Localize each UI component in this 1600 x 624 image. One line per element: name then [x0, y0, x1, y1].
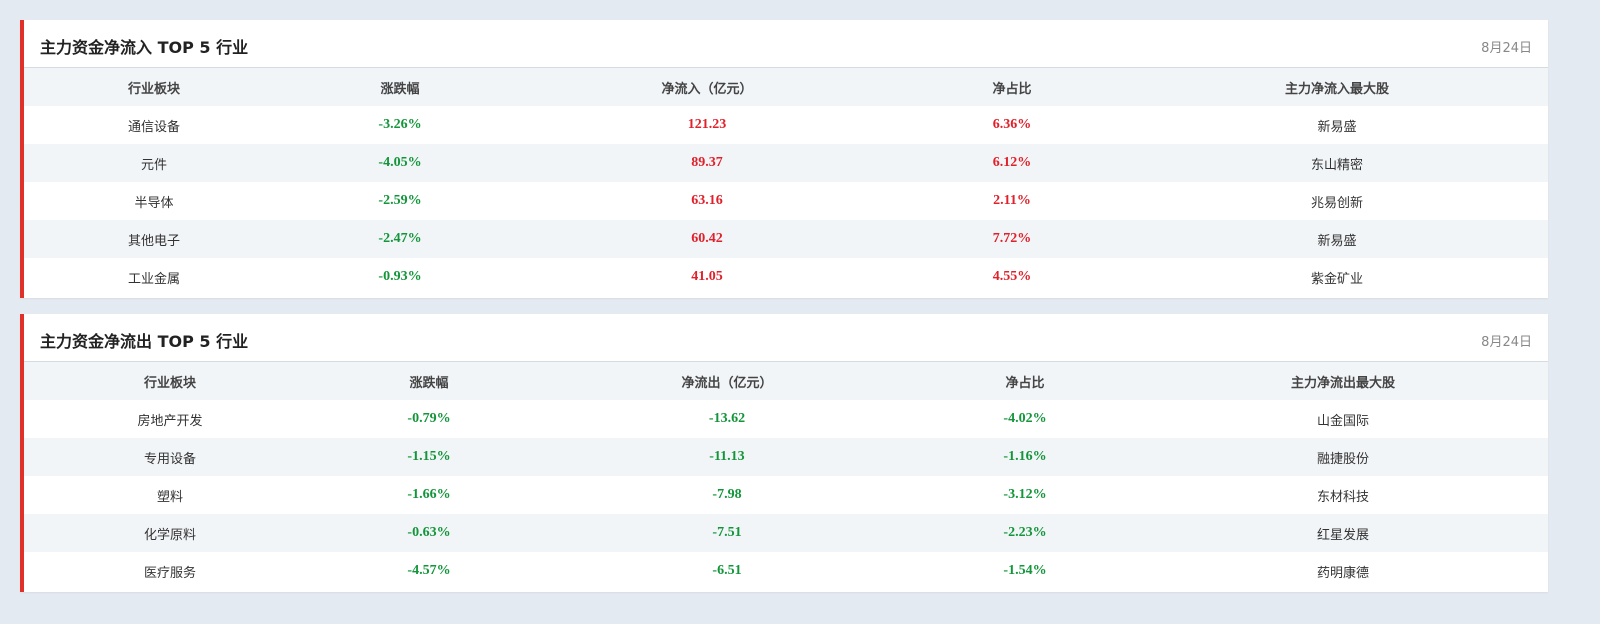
- text-cell: 化学原料: [24, 514, 316, 552]
- numeric-cell: -4.57%: [407, 563, 451, 578]
- numeric-cell: 7.72%: [898, 220, 1126, 258]
- column-header: 主力净流入最大股: [1126, 68, 1548, 106]
- table-body: 通信设备 -3.26% 121.23 6.36% 新易盛 元件 -4.05% 89.37 6.1…: [24, 106, 1548, 296]
- text-cell: 新易盛: [1126, 220, 1548, 258]
- numeric-cell: -2.47%: [284, 220, 516, 258]
- panel: 主力资金净流出 TOP 5 行业 8月24日 行业板块 涨跌幅 净流出（亿元） 净占比 主力…: [20, 314, 1548, 592]
- column-header: 净占比: [898, 68, 1126, 106]
- table-head: 行业板块 涨跌幅 净流出（亿元） 净占比 主力净流出最大股: [24, 362, 1548, 400]
- column-header: 涨跌幅: [284, 68, 516, 106]
- text-cell: 塑料: [156, 489, 183, 505]
- column-header: 行业板块: [24, 362, 316, 400]
- text-cell: 专用设备: [24, 438, 316, 476]
- text-cell: 工业金属: [127, 271, 180, 287]
- numeric-cell: 60.42: [516, 220, 898, 258]
- numeric-cell: -7.98: [712, 487, 742, 502]
- text-cell: 房地产开发: [137, 413, 203, 429]
- numeric-cell: 2.11%: [993, 193, 1031, 208]
- table-row: 化学原料 -0.63% -7.51 -2.23% 红星发展: [24, 514, 1548, 552]
- numeric-cell: -0.63%: [316, 514, 542, 552]
- numeric-cell: 89.37: [516, 144, 898, 182]
- numeric-cell: -13.62: [708, 411, 746, 426]
- numeric-cell: -1.66%: [407, 487, 451, 502]
- numeric-cell: 6.12%: [898, 144, 1126, 182]
- table-head: 行业板块 涨跌幅 净流入（亿元） 净占比 主力净流入最大股: [24, 68, 1548, 106]
- panel-header: 主力资金净流出 TOP 5 行业 8月24日: [24, 314, 1548, 362]
- numeric-cell: -0.79%: [407, 411, 451, 426]
- text-cell: 其他电子: [24, 220, 284, 258]
- table-row: 元件 -4.05% 89.37 6.12% 东山精密: [24, 144, 1548, 182]
- numeric-cell: -1.54%: [1003, 563, 1047, 578]
- data-table: 行业板块 涨跌幅 净流出（亿元） 净占比 主力净流出最大股房地产开发 -0.79% -13.…: [24, 362, 1548, 590]
- text-cell: 兆易创新: [1310, 195, 1363, 211]
- numeric-cell: -7.51: [542, 514, 912, 552]
- column-header: 主力净流出最大股: [1138, 362, 1548, 400]
- table-body: 房地产开发 -0.79% -13.62 -4.02% 山金国际专用设备 -1.15% -11…: [24, 400, 1548, 590]
- table-row: 专用设备 -1.15% -11.13 -1.16% 融捷股份: [24, 438, 1548, 476]
- text-cell: 新易盛: [1317, 119, 1357, 135]
- numeric-cell: 63.16: [691, 193, 723, 208]
- text-cell: 医疗服务: [143, 565, 196, 581]
- numeric-cell: -3.12%: [1003, 487, 1047, 502]
- table-row: 医疗服务 -4.57% -6.51 -1.54% 药明康德: [24, 552, 1548, 590]
- numeric-cell: -4.05%: [284, 144, 516, 182]
- text-cell: 红星发展: [1138, 514, 1548, 552]
- panel-date: 8月24日: [1481, 335, 1532, 350]
- table-row: 塑料 -1.66% -7.98 -3.12% 东材科技: [24, 476, 1548, 514]
- table-row: 房地产开发 -0.79% -13.62 -4.02% 山金国际: [24, 400, 1548, 438]
- column-header: 净流出（亿元）: [542, 362, 912, 400]
- panel-title: 主力资金净流入 TOP 5 行业: [40, 38, 249, 57]
- column-header: 净流入（亿元）: [516, 68, 898, 106]
- panel-header: 主力资金净流入 TOP 5 行业 8月24日: [24, 20, 1548, 68]
- column-header: 涨跌幅: [316, 362, 542, 400]
- numeric-cell: -4.02%: [1003, 411, 1047, 426]
- column-header: 行业板块: [24, 68, 284, 106]
- panel-title: 主力资金净流出 TOP 5 行业: [40, 332, 249, 351]
- table-row: 其他电子 -2.47% 60.42 7.72% 新易盛: [24, 220, 1548, 258]
- numeric-cell: 121.23: [687, 117, 727, 132]
- text-cell: 半导体: [134, 195, 174, 211]
- text-cell: 山金国际: [1316, 413, 1369, 429]
- text-cell: 元件: [24, 144, 284, 182]
- numeric-cell: 6.36%: [992, 117, 1032, 132]
- header-row: 行业板块 涨跌幅 净流出（亿元） 净占比 主力净流出最大股: [24, 362, 1548, 400]
- numeric-cell: -2.59%: [378, 193, 422, 208]
- numeric-cell: 41.05: [691, 269, 723, 284]
- panel-date: 8月24日: [1481, 41, 1532, 56]
- data-table: 行业板块 涨跌幅 净流入（亿元） 净占比 主力净流入最大股通信设备 -3.26% 121.2…: [24, 68, 1548, 296]
- text-cell: 融捷股份: [1138, 438, 1548, 476]
- table-row: 通信设备 -3.26% 121.23 6.36% 新易盛: [24, 106, 1548, 144]
- text-cell: 东山精密: [1126, 144, 1548, 182]
- panel: 主力资金净流入 TOP 5 行业 8月24日 行业板块 涨跌幅 净流入（亿元） 净占比 主力…: [20, 20, 1548, 298]
- numeric-cell: -1.15%: [316, 438, 542, 476]
- numeric-cell: -6.51: [712, 563, 742, 578]
- numeric-cell: -11.13: [542, 438, 912, 476]
- header-row: 行业板块 涨跌幅 净流入（亿元） 净占比 主力净流入最大股: [24, 68, 1548, 106]
- text-cell: 东材科技: [1316, 489, 1369, 505]
- text-cell: 通信设备: [127, 119, 180, 135]
- numeric-cell: 4.55%: [992, 269, 1032, 284]
- column-header: 净占比: [912, 362, 1138, 400]
- numeric-cell: -2.23%: [912, 514, 1138, 552]
- table-row: 半导体 -2.59% 63.16 2.11% 兆易创新: [24, 182, 1548, 220]
- numeric-cell: -1.16%: [912, 438, 1138, 476]
- text-cell: 紫金矿业: [1310, 271, 1363, 287]
- numeric-cell: -0.93%: [378, 269, 422, 284]
- table-row: 工业金属 -0.93% 41.05 4.55% 紫金矿业: [24, 258, 1548, 296]
- text-cell: 药明康德: [1316, 565, 1369, 581]
- numeric-cell: -3.26%: [378, 117, 422, 132]
